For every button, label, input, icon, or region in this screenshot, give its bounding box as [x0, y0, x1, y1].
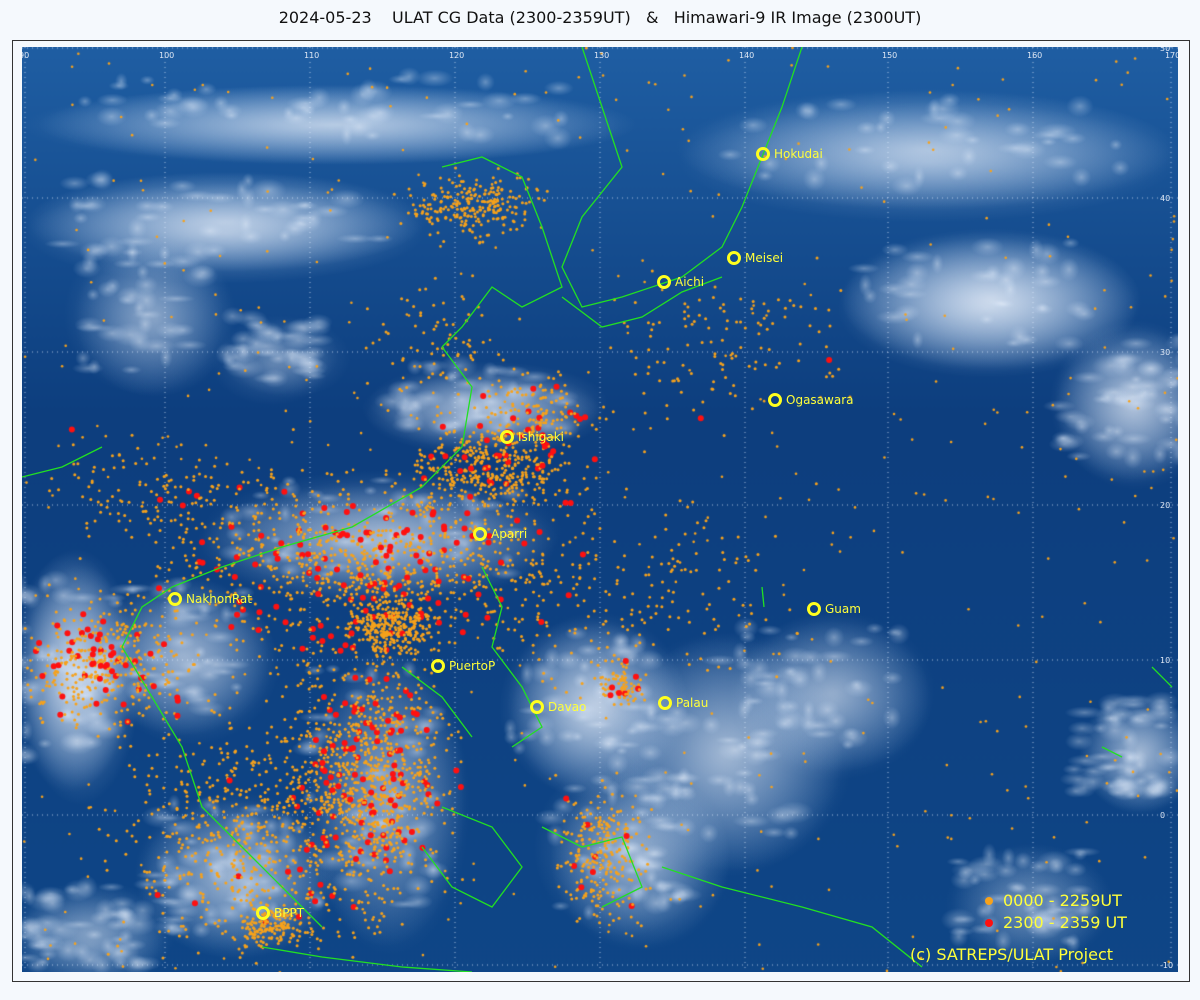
legend: 0000 - 2259UT 2300 - 2359 UT [985, 890, 1127, 934]
latitude-label: 50 [1160, 47, 1171, 53]
station-name: NakhonRat [186, 592, 252, 606]
station-name: Aichi [675, 275, 705, 289]
legend-item-latest: 2300 - 2359 UT [985, 912, 1127, 934]
latitude-label: 10 [1160, 656, 1171, 665]
legend-item-earlier: 0000 - 2259UT [985, 890, 1127, 912]
longitude-label: 120 [449, 51, 465, 60]
coastline-segment [541, 826, 643, 908]
station-ring-icon [256, 906, 270, 920]
station-name: PuertoP [449, 659, 496, 673]
station-ring-icon [168, 592, 182, 606]
coastline-segment [22, 446, 103, 478]
coastline-segment [441, 156, 563, 348]
coastline-segment [171, 346, 473, 588]
station-ring-icon [756, 147, 770, 161]
station-name: BPPT [274, 906, 305, 920]
coastline-segment [561, 276, 723, 328]
latitude-label: 40 [1160, 194, 1171, 203]
latitude-label: 30 [1160, 348, 1171, 357]
longitude-label: 130 [594, 51, 610, 60]
longitude-label: 90 [22, 51, 30, 60]
station-marker: Aichi [657, 275, 704, 289]
coastline-segment [401, 666, 473, 738]
station-name: Aparri [491, 527, 528, 541]
station-name: Ishigaki [518, 430, 564, 444]
station-ring-icon [500, 430, 514, 444]
station-name: Hokudai [774, 147, 823, 161]
ir-cloud-and-lightning-layer [22, 47, 1178, 972]
station-marker: Ogasawara [768, 393, 853, 407]
longitude-label: 140 [739, 51, 755, 60]
station-marker: NakhonRat [168, 592, 252, 606]
coastline-segment [761, 586, 765, 608]
station-marker: Davao [530, 700, 586, 714]
station-ring-icon [658, 696, 672, 710]
station-name: Guam [825, 602, 861, 616]
station-ring-icon [431, 659, 445, 673]
longitude-label: 170 [1165, 51, 1178, 60]
legend-label: 2300 - 2359 UT [1003, 913, 1127, 932]
copyright: (c) SATREPS/ULAT Project [910, 945, 1114, 964]
coastline-segment [481, 566, 543, 748]
coastlines [22, 47, 1173, 972]
station-name: Meisei [745, 251, 784, 265]
latitude-label: 0 [1160, 811, 1166, 820]
longitude-label: 160 [1027, 51, 1043, 60]
map-title: 2024-05-23 ULAT CG Data (2300-2359UT) & … [278, 8, 922, 27]
orange-dot-icon [985, 897, 993, 905]
station-name: Palau [676, 696, 709, 710]
station-ring-icon [657, 275, 671, 289]
station-name: Davao [548, 700, 587, 714]
coastline-segment [561, 47, 803, 308]
station-marker: Hokudai [756, 147, 823, 161]
longitude-label: 110 [304, 51, 320, 60]
latitude-label: 20 [1160, 501, 1171, 510]
coastline-segment [261, 946, 473, 972]
station-marker: BPPT [256, 906, 304, 920]
latitude-label: -10 [1160, 961, 1174, 970]
coastline-segment [421, 806, 523, 908]
station-marker: Ishigaki [500, 430, 564, 444]
station-marker: Guam [807, 602, 861, 616]
station-ring-icon [807, 602, 821, 616]
coastline-segment [121, 586, 323, 928]
station-name: Ogasawara [786, 393, 854, 407]
longitude-label: 100 [159, 51, 175, 60]
coastline-segment [661, 866, 923, 968]
station-marker: PuertoP [431, 659, 495, 673]
station-marker: Aparri [473, 527, 527, 541]
station-marker: Palau [658, 696, 708, 710]
station-ring-icon [530, 700, 544, 714]
station-ring-icon [727, 251, 741, 265]
station-ring-icon [473, 527, 487, 541]
satellite-map: 9010011012013014015016017050403020100-10… [22, 47, 1178, 972]
red-dot-icon [985, 919, 993, 927]
station-marker: Meisei [727, 251, 783, 265]
legend-label: 0000 - 2259UT [1003, 891, 1122, 910]
longitude-label: 150 [882, 51, 898, 60]
coastline-segment [1151, 666, 1173, 688]
station-ring-icon [768, 393, 782, 407]
coastline-segment [1101, 746, 1123, 758]
